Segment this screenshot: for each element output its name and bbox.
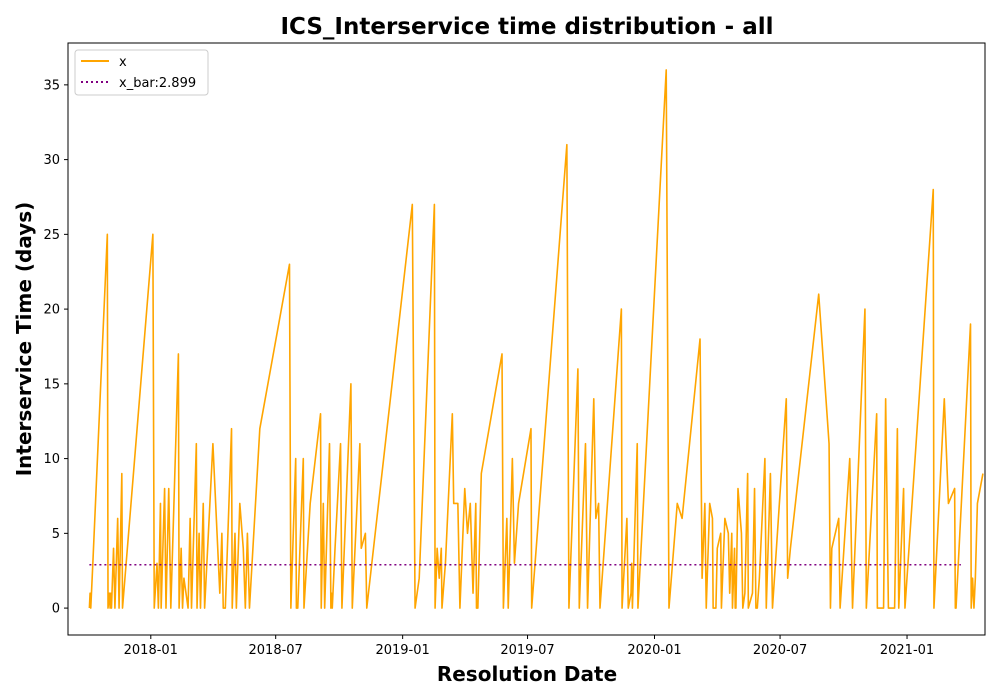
x-tick-label: 2020-07 [753, 643, 807, 658]
x-tick-label: 2021-01 [880, 643, 934, 658]
y-axis-label: Interservice Time (days) [12, 202, 36, 477]
y-tick-label: 10 [43, 452, 60, 467]
x-axis-label: Resolution Date [437, 662, 617, 686]
x-tick-label: 2018-01 [124, 643, 178, 658]
x-tick-label: 2019-01 [375, 643, 429, 658]
y-tick-label: 35 [43, 78, 60, 93]
plot-area [88, 69, 984, 609]
y-tick-label: 20 [43, 303, 60, 318]
legend-entry-x: x [119, 55, 127, 70]
legend-entry-x-bar: x_bar:2.899 [119, 76, 196, 91]
x-tick-label: 2018-07 [249, 643, 303, 658]
chart-title: ICS_Interservice time distribution - all [281, 14, 774, 40]
x-tick-label: 2020-01 [627, 643, 681, 658]
y-tick-label: 30 [43, 153, 60, 168]
x-tick-label: 2019-07 [500, 643, 554, 658]
axis-ticks: 2018-01 2018-07 2019-01 2019-07 2020-01 2020-… [43, 78, 934, 658]
y-tick-label: 5 [52, 527, 60, 542]
y-tick-label: 25 [43, 228, 60, 243]
legend: x x_bar:2.899 [74, 49, 209, 96]
y-tick-label: 0 [52, 602, 60, 617]
axes-frame [67, 42, 986, 636]
series-line-x [88, 69, 984, 609]
y-tick-label: 15 [43, 377, 60, 392]
